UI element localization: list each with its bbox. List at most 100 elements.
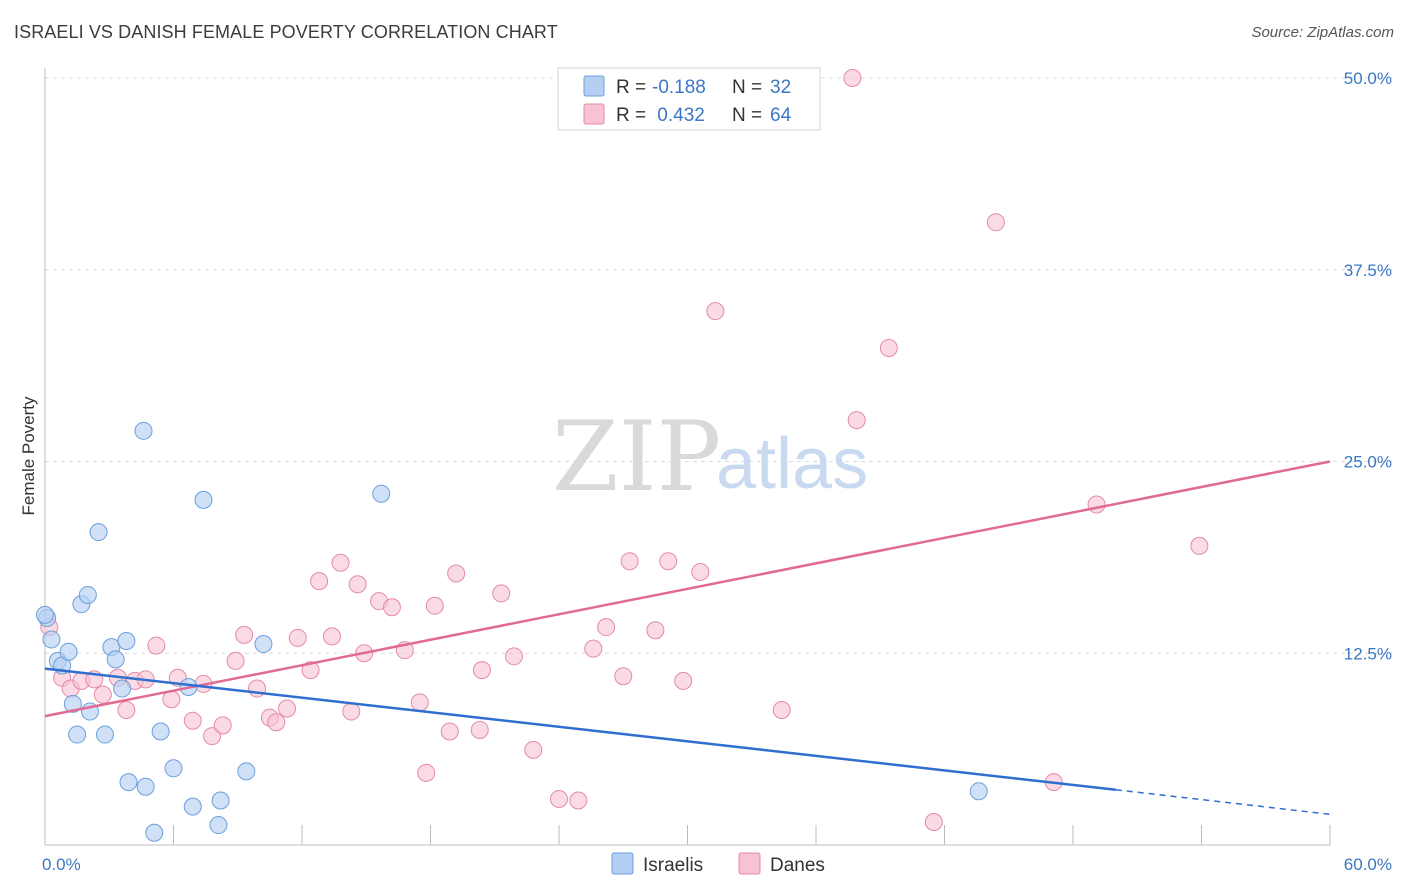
point-israelis — [151, 722, 170, 741]
point-danes — [843, 69, 862, 87]
trend-line-israelis — [44, 667, 1116, 792]
point-danes — [924, 812, 943, 831]
point-danes — [614, 667, 633, 686]
trend-line-israelis-extension — [1115, 789, 1331, 816]
point-danes — [1190, 536, 1209, 555]
point-danes — [659, 552, 678, 571]
watermark-zip: ZIP — [552, 401, 721, 513]
legend-r-label-danes: R = — [616, 105, 651, 126]
y-tick-label: 50.0% — [1344, 69, 1392, 88]
point-israelis — [42, 630, 61, 649]
point-danes — [524, 740, 543, 759]
point-danes — [492, 584, 511, 603]
point-danes — [440, 722, 459, 741]
point-danes — [226, 651, 245, 670]
legend-r-label-israelis: R = — [616, 77, 651, 98]
bottom-legend: Israelis Danes — [611, 852, 825, 876]
point-israelis — [106, 650, 125, 669]
legend-swatch-israelis — [583, 75, 605, 97]
point-danes — [620, 552, 639, 571]
legend-n-label-israelis: N = — [732, 77, 767, 98]
point-israelis — [372, 484, 391, 503]
point-israelis — [117, 631, 136, 650]
page-title: ISRAELI VS DANISH FEMALE POVERTY CORRELA… — [14, 22, 558, 42]
legend-r-value-israelis: -0.188 — [652, 77, 706, 98]
point-danes — [569, 791, 588, 810]
point-israelis — [134, 421, 153, 440]
point-danes — [382, 598, 401, 617]
gridlines — [45, 77, 1392, 654]
x-tick-label-min: 0.0% — [42, 855, 81, 874]
point-israelis — [78, 585, 97, 604]
point-danes — [348, 575, 367, 594]
point-israelis — [89, 523, 108, 542]
point-israelis — [136, 777, 155, 796]
point-danes — [410, 693, 429, 712]
point-danes — [447, 564, 466, 583]
point-danes — [301, 661, 320, 680]
x-tick-labels: 0.0% 60.0% — [42, 855, 1392, 874]
legend-n-value-danes: 64 — [770, 105, 792, 126]
point-israelis — [68, 725, 87, 744]
point-danes — [646, 621, 665, 640]
bottom-legend-swatch-danes — [738, 852, 761, 875]
trend-line-danes — [44, 460, 1331, 718]
series-israelis-points — [36, 421, 988, 842]
point-israelis — [969, 782, 988, 801]
point-danes — [425, 596, 444, 615]
bottom-legend-label-danes: Danes — [770, 855, 825, 876]
bottom-legend-label-israelis: Israelis — [643, 855, 703, 876]
point-israelis — [209, 816, 228, 835]
point-danes — [278, 699, 297, 718]
point-danes — [550, 789, 568, 808]
point-danes — [235, 625, 254, 644]
legend-n-label-danes: N = — [732, 105, 767, 126]
point-danes — [584, 639, 603, 658]
point-israelis — [113, 679, 132, 698]
point-danes — [986, 213, 1005, 232]
point-israelis — [194, 490, 213, 509]
bottom-legend-swatch-israelis — [611, 852, 634, 875]
point-danes — [213, 716, 232, 735]
point-danes — [183, 711, 202, 730]
point-danes — [772, 701, 791, 720]
legend: R = -0.188 N = 32 R = 0.432 N = 64 — [557, 67, 821, 131]
point-israelis — [63, 694, 82, 713]
point-danes — [472, 661, 491, 680]
point-danes — [203, 727, 222, 746]
trend-lines — [44, 460, 1331, 816]
x-ticks — [44, 825, 1331, 845]
point-danes — [288, 628, 307, 647]
point-danes — [147, 636, 166, 655]
watermark: ZIP atlas — [552, 401, 868, 513]
point-danes — [322, 627, 341, 646]
point-israelis — [237, 762, 256, 781]
point-israelis — [254, 635, 273, 654]
point-israelis — [59, 642, 78, 661]
point-danes — [706, 302, 725, 321]
source-credit: Source: ZipAtlas.com — [1251, 24, 1394, 41]
point-danes — [93, 685, 112, 704]
point-danes — [331, 553, 350, 572]
point-israelis — [119, 773, 138, 792]
watermark-atlas: atlas — [716, 424, 868, 504]
point-israelis — [36, 605, 54, 624]
point-danes — [342, 702, 361, 721]
y-tick-labels: 12.5% 25.0% 37.5% 50.0% — [1344, 69, 1392, 663]
y-tick-label: 37.5% — [1344, 261, 1392, 280]
point-israelis — [183, 797, 202, 816]
point-danes — [674, 671, 693, 690]
point-danes — [879, 338, 898, 357]
point-danes — [470, 720, 489, 739]
point-danes — [117, 701, 136, 720]
point-danes — [267, 713, 286, 732]
point-danes — [417, 763, 436, 782]
y-axis-label: Female Poverty — [19, 396, 38, 516]
y-tick-label: 12.5% — [1344, 644, 1392, 663]
legend-r-value-danes: 0.432 — [652, 105, 705, 126]
point-danes — [597, 618, 616, 637]
point-danes — [310, 572, 329, 591]
point-israelis — [145, 823, 164, 842]
point-danes — [847, 411, 866, 430]
